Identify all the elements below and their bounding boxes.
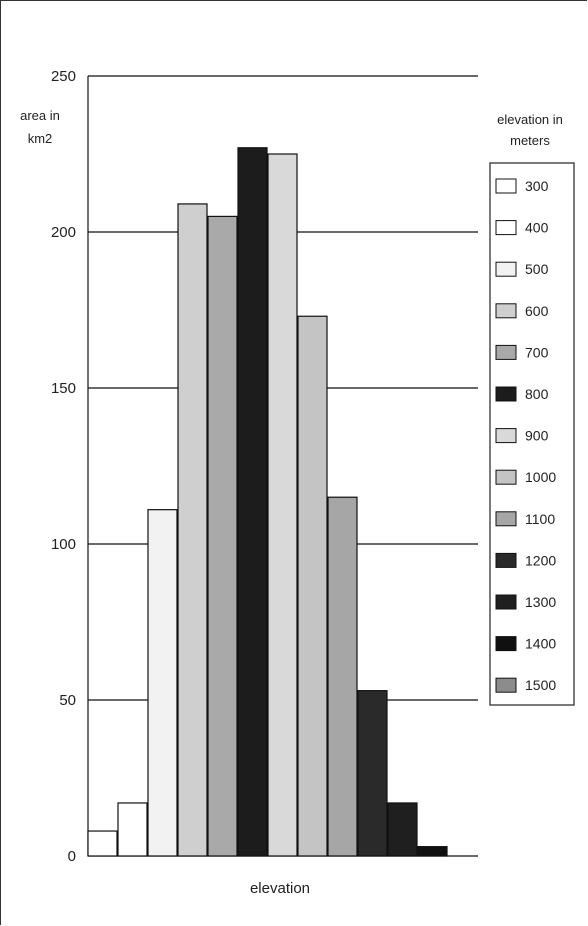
bar-1100 (327, 496, 358, 857)
legend-swatch-1100 (495, 511, 517, 527)
legend-swatch-1400 (495, 636, 517, 652)
bar-1300 (387, 802, 418, 857)
legend-label-800: 800 (525, 386, 549, 402)
bar-1400 (417, 846, 448, 857)
legend-swatch-1200 (495, 552, 517, 568)
legend-swatch-800 (495, 386, 517, 402)
legend-swatch-500 (495, 261, 517, 277)
x-axis-label: elevation (250, 880, 310, 897)
bar-700 (207, 215, 238, 857)
legend-label-1200: 1200 (525, 552, 556, 568)
y-tick-label: 200 (51, 224, 76, 241)
legend-swatch-1300 (495, 594, 517, 610)
bar-500 (147, 509, 178, 857)
legend-swatch-600 (495, 303, 517, 319)
legend-swatch-1000 (495, 469, 517, 485)
bar-800 (237, 147, 268, 857)
legend-title-line1: elevation in (497, 112, 563, 127)
bar-600 (177, 203, 208, 857)
legend-label-900: 900 (525, 428, 549, 444)
bar-1200 (357, 690, 388, 857)
legend-title-line2: meters (510, 133, 550, 148)
y-tick-label: 0 (68, 848, 76, 865)
legend-label-1000: 1000 (525, 469, 556, 485)
legend-label-400: 400 (525, 220, 549, 236)
legend-label-500: 500 (525, 261, 549, 277)
legend-label-1100: 1100 (525, 511, 555, 527)
legend-swatch-700 (495, 344, 517, 360)
legend-label-1500: 1500 (525, 677, 556, 693)
legend-swatch-1500 (495, 677, 517, 693)
y-tick-label: 50 (59, 692, 76, 709)
bar-400 (117, 802, 148, 857)
y-tick-label: 100 (51, 536, 76, 553)
legend: 300 400 500 600 700 800 900 1000 1100 1200 1300 140… (495, 178, 556, 693)
legend-label-1300: 1300 (525, 594, 556, 610)
legend-label-300: 300 (525, 178, 549, 194)
bar-1000 (297, 315, 328, 857)
bars (87, 147, 448, 857)
y-axis-label-line1: area in (20, 108, 60, 123)
y-tick-label: 150 (51, 380, 76, 397)
y-tick-label: 250 (51, 68, 76, 85)
legend-swatch-900 (495, 428, 517, 444)
legend-label-700: 700 (525, 344, 549, 360)
bar-900 (267, 153, 298, 857)
legend-swatch-300 (495, 178, 517, 194)
legend-label-600: 600 (525, 303, 549, 319)
y-axis-label-line2: km2 (28, 131, 53, 146)
bar-300 (87, 830, 118, 857)
legend-label-1400: 1400 (525, 636, 556, 652)
legend-swatch-400 (495, 220, 517, 236)
